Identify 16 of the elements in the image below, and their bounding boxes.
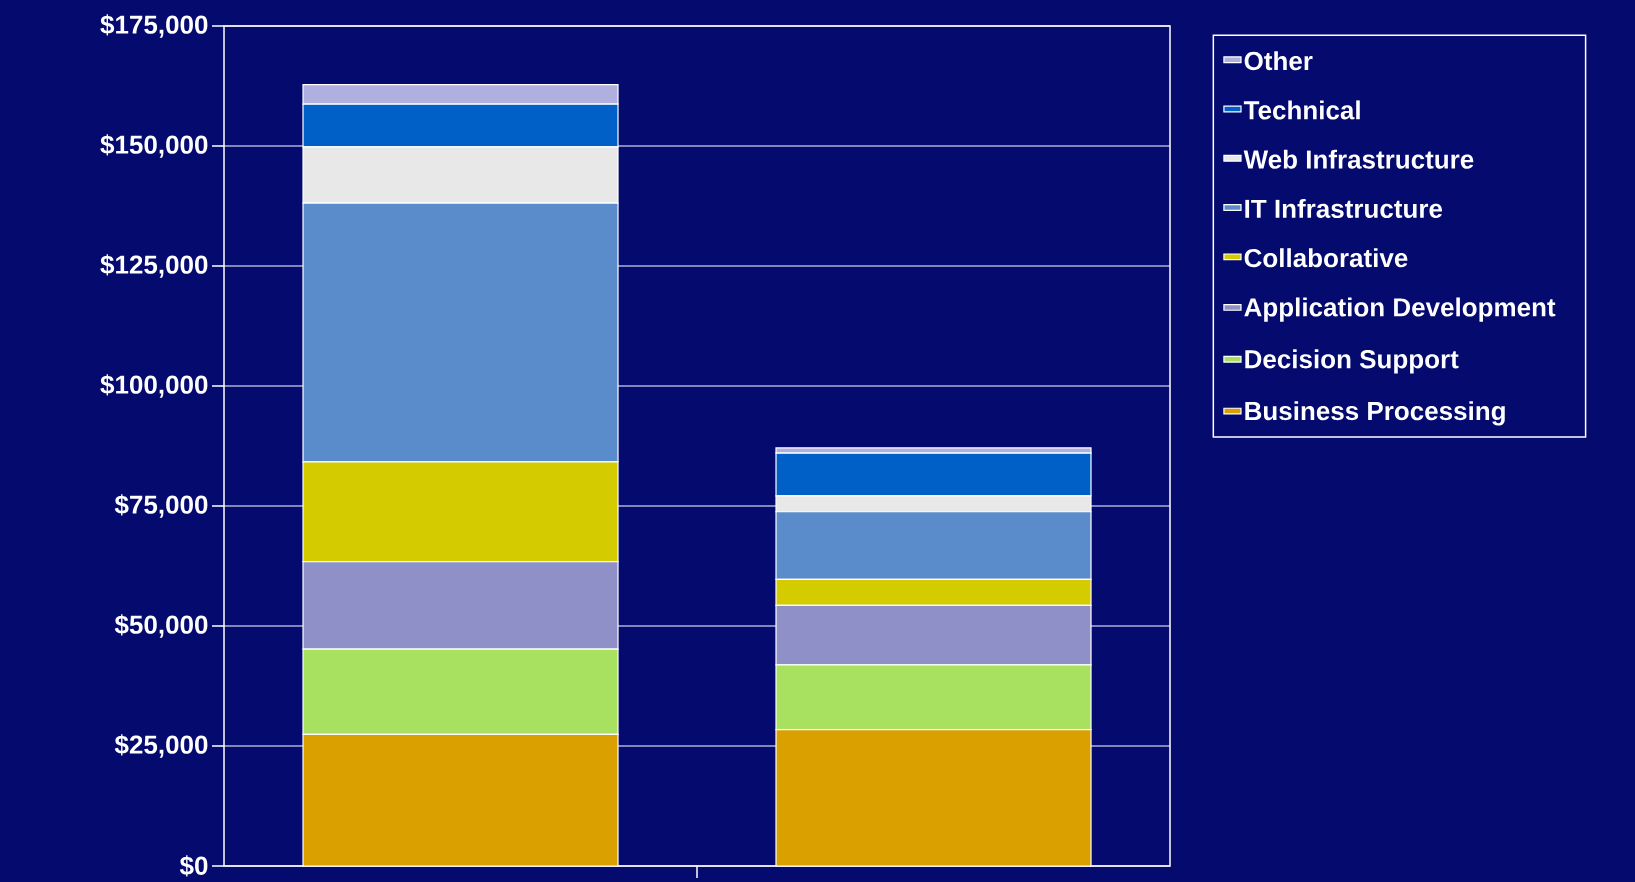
legend-label: Other: [1244, 51, 1313, 71]
y-tick-label: $150,000: [100, 134, 208, 158]
y-tick-label: $75,000: [114, 494, 208, 518]
y-tick-label: $175,000: [100, 14, 208, 38]
y-tick-label: $125,000: [100, 254, 208, 278]
legend-label: Decision Support: [1245, 349, 1459, 374]
legend-label: Web Infrastructure: [1243, 149, 1474, 169]
legend-label: Application Development: [1244, 297, 1556, 322]
y-tick-label: $25,000: [114, 734, 208, 758]
y-tick-label: $50,000: [114, 614, 208, 638]
y-tick-label: $100,000: [100, 374, 208, 398]
legend-label: Technical: [1243, 100, 1360, 120]
legend-label: IT Infrastructure: [1245, 198, 1443, 219]
y-tick-label: $0: [179, 855, 208, 877]
legend-label: Business Processing: [1245, 401, 1505, 426]
legend-label: Collaborative: [1244, 248, 1408, 268]
